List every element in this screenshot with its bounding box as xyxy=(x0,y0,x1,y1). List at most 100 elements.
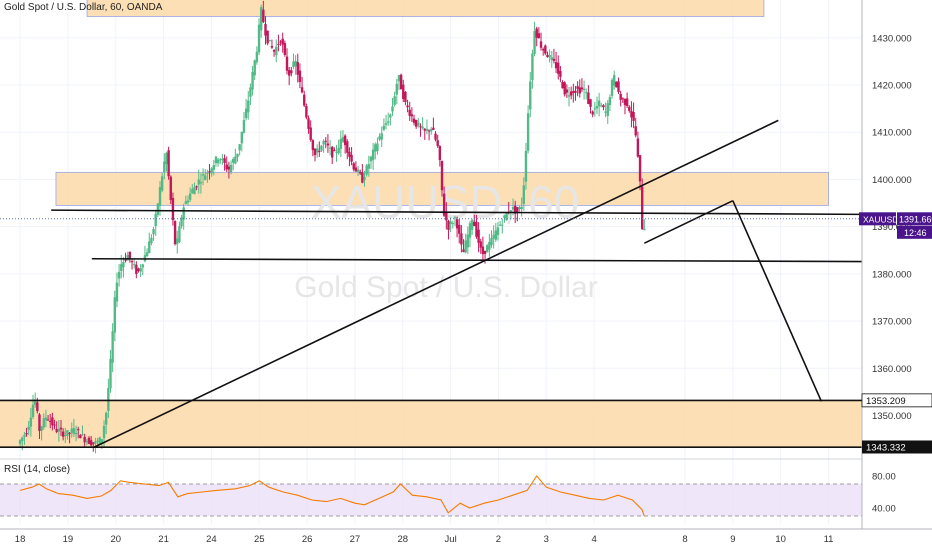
candle-body xyxy=(259,7,263,31)
candle-body xyxy=(191,189,194,193)
candle-body xyxy=(350,154,353,162)
price-tick-label: 1370.000 xyxy=(872,317,912,328)
candle-body xyxy=(475,221,478,237)
candle-body xyxy=(412,118,416,123)
candle-body xyxy=(87,437,91,444)
candle-body xyxy=(169,176,172,200)
candle-body xyxy=(231,159,235,163)
candle-body xyxy=(141,264,144,268)
candle-body xyxy=(522,185,526,204)
candle-body xyxy=(382,125,386,130)
candle-body xyxy=(460,233,463,245)
candle-body xyxy=(294,61,297,67)
candle-body xyxy=(221,158,224,160)
candle-body xyxy=(257,24,261,53)
candle-body xyxy=(397,75,401,82)
candle-body xyxy=(296,62,299,75)
candle-body xyxy=(81,434,84,436)
candle-body xyxy=(96,440,99,442)
time-tick-label: 3 xyxy=(544,534,549,545)
candle-body xyxy=(563,82,566,95)
candle-body xyxy=(113,297,117,333)
candle-body xyxy=(210,168,213,174)
candle-body xyxy=(214,156,218,164)
candlestick-series xyxy=(18,0,646,454)
bottom-support-zone xyxy=(0,399,863,448)
candle-body xyxy=(100,439,104,443)
price-tick-label: 1400.000 xyxy=(872,175,912,186)
candle-body xyxy=(199,181,203,184)
candle-body xyxy=(145,252,149,257)
horizontal-support-line xyxy=(91,257,863,263)
candle-body xyxy=(376,143,379,152)
candle-body xyxy=(253,60,256,76)
candle-body xyxy=(559,70,562,77)
candle-body xyxy=(550,57,553,60)
candle-body xyxy=(315,148,319,153)
candle-body xyxy=(206,172,209,174)
candle-body xyxy=(182,207,185,220)
time-tick-label: Jul xyxy=(445,534,457,545)
candle-body xyxy=(529,81,532,110)
candle-body xyxy=(135,264,138,274)
candle-body xyxy=(128,251,132,259)
candle-body xyxy=(585,92,588,94)
candle-body xyxy=(630,110,633,118)
candle-body xyxy=(74,432,78,434)
candle-body xyxy=(180,217,183,227)
candle-body xyxy=(488,241,491,250)
candle-body xyxy=(268,40,271,42)
time-tick-label: 20 xyxy=(110,534,121,545)
candle-body xyxy=(223,158,226,164)
candle-body xyxy=(367,164,371,169)
candle-body xyxy=(567,95,571,97)
candle-body xyxy=(640,186,644,230)
last-price-value: 1391.660 xyxy=(899,214,932,224)
candle-body xyxy=(320,145,323,151)
candle-body xyxy=(262,9,265,23)
candle-body xyxy=(535,28,538,38)
candle-body xyxy=(341,137,345,142)
horizontal-resistance-line xyxy=(51,209,863,216)
candle-body xyxy=(427,130,431,132)
candle-body xyxy=(111,331,114,363)
candle-body xyxy=(31,404,35,418)
candle-body xyxy=(89,440,93,446)
candle-body xyxy=(152,229,155,235)
time-tick-label: 8 xyxy=(682,534,687,545)
candle-body xyxy=(298,70,302,82)
candle-body xyxy=(399,74,403,90)
candle-body xyxy=(42,418,45,428)
candle-body xyxy=(68,432,71,434)
candle-body xyxy=(346,141,349,153)
candle-body xyxy=(201,174,205,176)
candle-body xyxy=(389,114,392,118)
candle-body xyxy=(244,108,248,119)
candle-body xyxy=(621,98,625,100)
candle-body xyxy=(505,213,508,221)
candle-body xyxy=(537,33,541,39)
candle-body xyxy=(331,146,334,158)
candle-body xyxy=(384,123,388,125)
candle-body xyxy=(193,187,196,195)
candle-body xyxy=(634,126,637,136)
candle-body xyxy=(625,98,629,107)
candle-body xyxy=(109,359,112,389)
last-price-symbol-bg xyxy=(859,212,896,226)
candle-body xyxy=(208,171,211,173)
candle-body xyxy=(275,46,278,56)
candle-body xyxy=(25,433,28,435)
candle-body xyxy=(492,234,495,239)
candle-body xyxy=(29,417,33,427)
candle-body xyxy=(150,237,153,243)
candle-body xyxy=(442,193,446,216)
candle-body xyxy=(546,54,549,58)
candle-body xyxy=(533,31,536,54)
candle-body xyxy=(363,177,366,181)
candle-body xyxy=(59,427,63,430)
candle-body xyxy=(348,151,351,157)
candle-body xyxy=(300,87,304,93)
candle-body xyxy=(328,147,332,149)
